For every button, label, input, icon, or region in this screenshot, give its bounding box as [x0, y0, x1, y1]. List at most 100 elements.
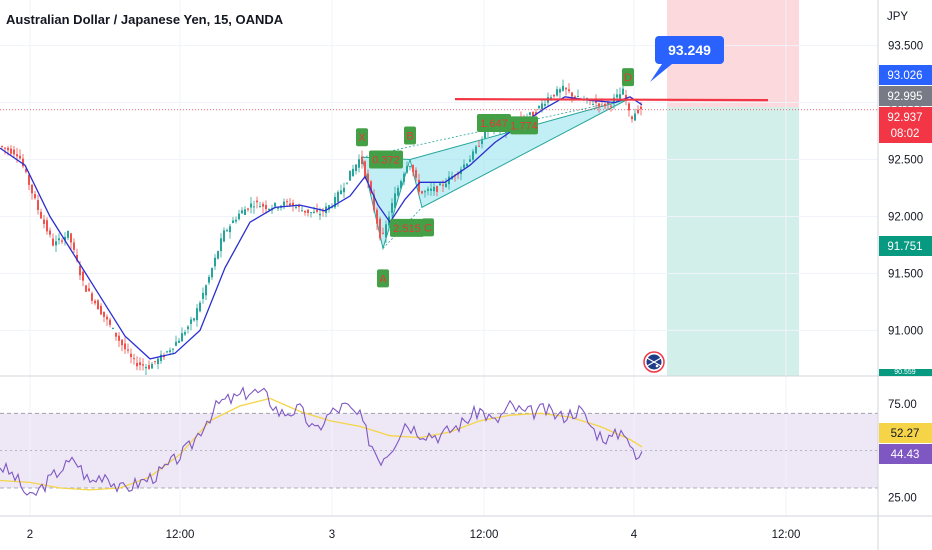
ratio-xad-label-text: 1.774	[510, 120, 538, 132]
bottom-price-label: 90.559	[894, 369, 916, 376]
candle-body	[316, 209, 318, 212]
candle-body	[475, 146, 477, 154]
candle	[139, 357, 141, 371]
candle	[259, 201, 261, 208]
ratio-abc-label: 2.515	[390, 218, 424, 237]
candle	[106, 314, 108, 326]
candle-body	[379, 218, 381, 239]
candle	[121, 338, 123, 352]
candle-body	[262, 203, 264, 207]
candle-body	[124, 343, 126, 350]
candle-body	[394, 193, 396, 208]
candle-body	[307, 209, 309, 214]
target-price-callout[interactable]: 93.249	[650, 36, 724, 82]
candle	[232, 216, 234, 224]
candle-body	[265, 205, 267, 210]
candle	[199, 300, 201, 313]
candle-body	[391, 202, 393, 213]
ratio-bcd-label-box	[477, 114, 511, 133]
australia-flag-icon[interactable]	[643, 351, 665, 373]
ratio-xab-label-box	[369, 150, 403, 169]
candle-body	[340, 190, 342, 195]
candle	[463, 159, 465, 171]
candle	[394, 186, 396, 209]
candle	[445, 178, 447, 188]
candle-body	[247, 208, 249, 210]
candle-body	[49, 230, 51, 235]
candle-body	[400, 181, 402, 189]
candle-body	[109, 319, 111, 325]
candle	[196, 304, 198, 327]
rsi-value-tag: 44.43	[879, 444, 932, 464]
pattern-labels: X A B C D 0.372 2.515 1.647 1.774	[356, 68, 634, 288]
candle-body	[358, 159, 360, 168]
candle-body	[85, 285, 87, 292]
candle-body	[631, 116, 633, 120]
candle-body	[46, 220, 48, 232]
candle	[145, 363, 147, 376]
time-axis[interactable]: 2 12:00 3 12:00 4 12:00	[27, 529, 801, 541]
candle	[577, 89, 579, 98]
candle-body	[328, 205, 330, 210]
candle-body	[244, 209, 246, 215]
candle	[337, 190, 339, 207]
candle	[367, 169, 369, 189]
candle-body	[382, 232, 384, 234]
candle	[109, 317, 111, 328]
candle	[142, 358, 144, 371]
candle-body	[232, 220, 234, 224]
stop-loss-zone[interactable]	[667, 107, 799, 376]
candle-body	[52, 238, 54, 246]
candle-body	[202, 292, 204, 299]
candle-body	[406, 166, 408, 173]
candle	[310, 212, 312, 218]
candle	[226, 228, 228, 232]
candle-body	[577, 96, 579, 98]
candle	[28, 173, 30, 191]
candle-body	[310, 212, 312, 214]
candle-body	[355, 164, 357, 172]
candle-body	[139, 362, 141, 366]
candle	[13, 145, 15, 158]
candle	[208, 274, 210, 285]
candle-body	[640, 106, 642, 110]
candle	[604, 102, 606, 110]
candle	[424, 189, 426, 198]
candle	[403, 171, 405, 186]
ratio-bcd-label-text: 1.647	[480, 118, 508, 130]
candle-body	[403, 173, 405, 182]
rsi-ma-value-tag: 52.27	[879, 423, 932, 443]
candle-body	[469, 159, 471, 162]
candle-body	[250, 203, 252, 208]
candle-body	[235, 219, 237, 222]
candle-body	[40, 211, 42, 219]
candle	[430, 182, 432, 196]
candle-body	[58, 238, 60, 241]
point-x-label-text: X	[358, 132, 366, 144]
candle	[223, 227, 225, 243]
candle-body	[223, 230, 225, 242]
candle	[256, 196, 258, 209]
candle	[610, 104, 612, 112]
candle	[379, 216, 381, 241]
candle-body	[415, 170, 417, 178]
candle	[115, 332, 117, 341]
candle	[1, 145, 3, 149]
rsi-ma-value-label: 52.27	[891, 428, 920, 440]
candle-body	[556, 89, 558, 96]
candle	[250, 196, 252, 214]
candle	[70, 232, 72, 250]
candle-body	[19, 155, 21, 159]
candle	[157, 356, 159, 370]
candle-body	[1, 146, 3, 148]
resistance-line[interactable]	[454, 98, 769, 102]
rsi-axis[interactable]: 75.00 25.00	[888, 399, 917, 504]
candle	[634, 108, 636, 121]
candle-body	[28, 174, 30, 185]
candle	[637, 105, 639, 115]
candle-body	[433, 186, 435, 192]
candle-body	[13, 149, 15, 155]
candle-body	[82, 271, 84, 281]
candle-body	[289, 203, 291, 206]
